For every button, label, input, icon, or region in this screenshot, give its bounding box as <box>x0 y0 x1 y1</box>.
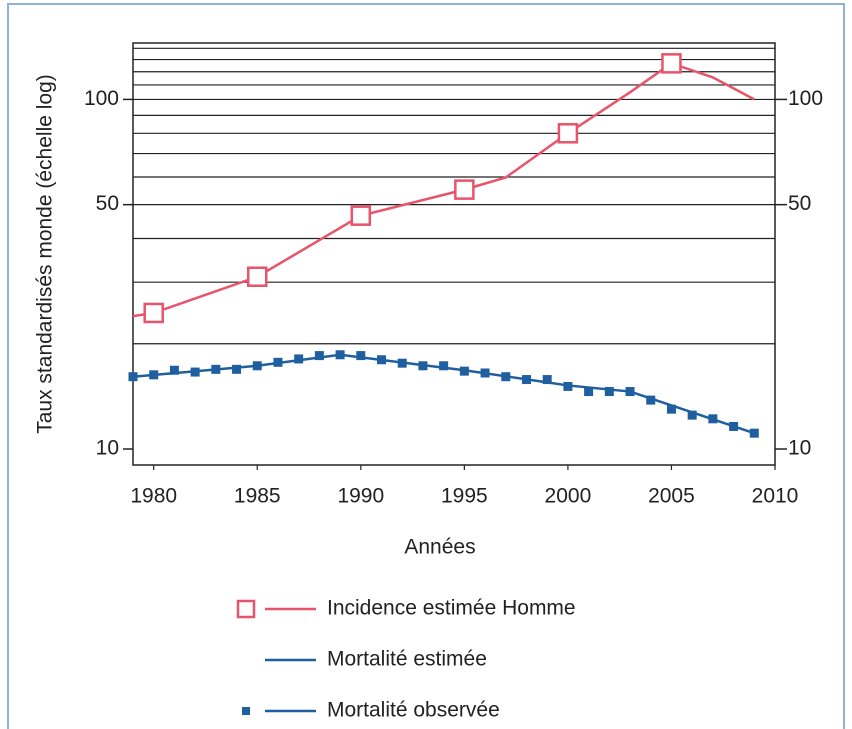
x-tick-label: 2000 <box>545 485 592 508</box>
marker <box>749 428 759 438</box>
y-tick-label: 100 <box>84 87 119 110</box>
marker <box>397 358 407 368</box>
y-tick-label: 10 <box>96 437 119 460</box>
marker <box>211 364 221 374</box>
marker <box>454 179 475 200</box>
x-tick-label: 1995 <box>441 485 488 508</box>
x-tick-label: 2005 <box>648 485 695 508</box>
marker <box>625 387 635 397</box>
marker <box>356 351 366 361</box>
marker <box>459 366 469 376</box>
marker <box>480 368 490 378</box>
legend-label: Mortalité observée <box>327 699 500 722</box>
marker <box>252 361 262 371</box>
x-axis-label: Années <box>404 536 475 559</box>
marker <box>604 387 614 397</box>
marker <box>584 387 594 397</box>
marker <box>439 361 449 371</box>
marker <box>350 205 372 226</box>
marker <box>542 375 552 385</box>
legend-marker <box>242 707 250 715</box>
x-tick-label: 1990 <box>337 485 384 508</box>
y2-tick-label: 100 <box>788 87 823 110</box>
y-tick-label: 50 <box>96 192 119 215</box>
y-axis-label: Taux standardisés monde (échelle log) <box>34 74 57 434</box>
marker <box>149 370 159 380</box>
plot-frame <box>132 42 776 466</box>
marker <box>128 372 138 382</box>
legend-label: Mortalité estimée <box>327 648 487 671</box>
marker <box>501 372 511 382</box>
marker <box>273 357 283 367</box>
marker <box>729 421 739 431</box>
x-tick-label: 1985 <box>234 485 281 508</box>
marker <box>708 414 718 424</box>
marker <box>418 361 428 371</box>
marker <box>314 351 324 361</box>
marker <box>557 123 579 144</box>
x-tick-label: 1980 <box>130 485 177 508</box>
y2-tick-label: 10 <box>788 437 811 460</box>
legend-label: Incidence estimée Homme <box>327 597 576 620</box>
marker <box>521 375 531 385</box>
frame <box>7 3 845 729</box>
y2-tick-label: 50 <box>788 192 811 215</box>
marker <box>247 266 268 287</box>
marker <box>646 395 656 405</box>
legend-marker <box>236 599 256 619</box>
marker <box>335 350 345 360</box>
marker <box>232 364 242 374</box>
marker <box>377 355 387 365</box>
marker <box>687 410 697 420</box>
series-line <box>132 61 755 318</box>
x-tick-label: 2010 <box>752 485 799 508</box>
marker <box>169 365 179 375</box>
marker <box>190 367 200 377</box>
marker <box>143 302 164 324</box>
marker <box>563 381 573 391</box>
marker <box>661 53 682 74</box>
marker <box>666 404 676 414</box>
marker <box>294 354 304 364</box>
